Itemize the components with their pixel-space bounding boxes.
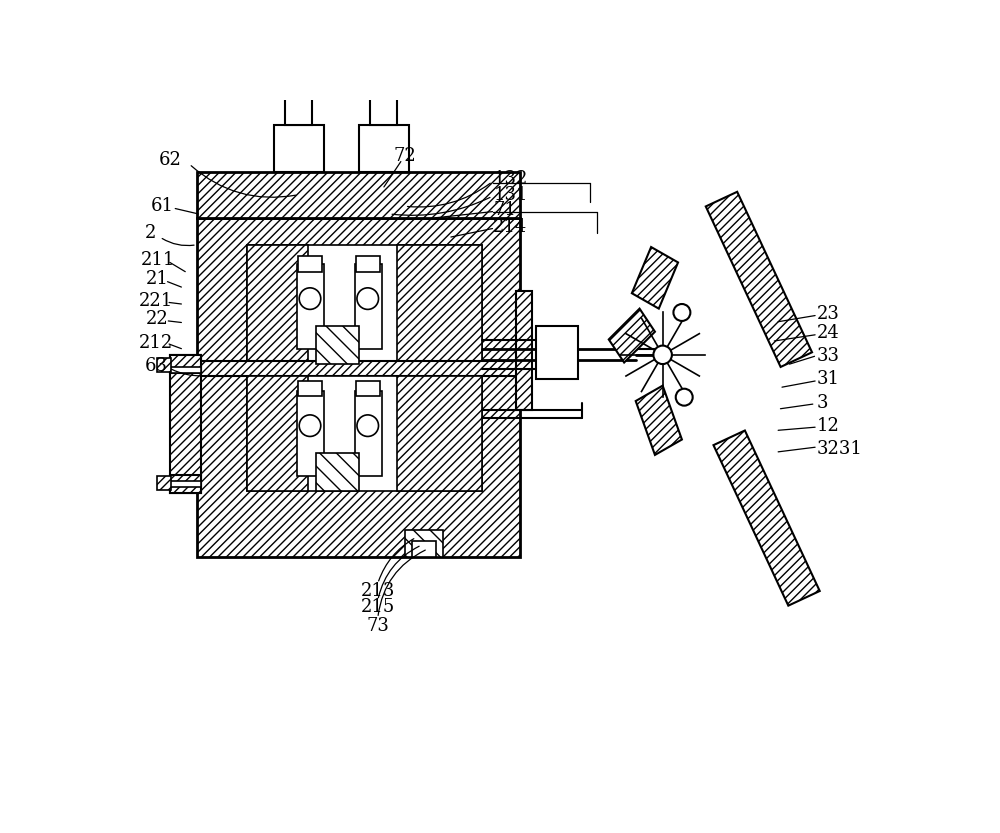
Bar xyxy=(157,476,171,491)
Polygon shape xyxy=(632,247,678,309)
Bar xyxy=(285,83,312,126)
Circle shape xyxy=(673,304,690,321)
Bar xyxy=(247,376,308,491)
Text: 22: 22 xyxy=(145,311,168,328)
Bar xyxy=(539,329,574,376)
Bar xyxy=(355,264,382,349)
Bar xyxy=(298,381,322,397)
Text: 73: 73 xyxy=(366,617,389,635)
Bar xyxy=(170,481,201,487)
Bar xyxy=(316,452,358,491)
Text: 3231: 3231 xyxy=(817,440,863,458)
Circle shape xyxy=(299,415,321,436)
Bar xyxy=(247,376,482,491)
Text: 63: 63 xyxy=(144,357,167,375)
Text: 211: 211 xyxy=(141,251,175,269)
Bar xyxy=(358,126,409,172)
Text: 24: 24 xyxy=(817,324,839,342)
Text: 33: 33 xyxy=(817,347,840,366)
Bar xyxy=(356,257,380,272)
Bar xyxy=(397,376,482,491)
Bar xyxy=(297,391,324,476)
Circle shape xyxy=(357,415,379,436)
Bar xyxy=(316,326,358,364)
Text: 12: 12 xyxy=(817,416,840,435)
Text: 72: 72 xyxy=(393,147,416,165)
Circle shape xyxy=(676,389,693,406)
Text: 31: 31 xyxy=(817,371,840,388)
Bar xyxy=(157,358,171,372)
Bar xyxy=(370,83,397,126)
Text: 214: 214 xyxy=(493,218,528,236)
Bar xyxy=(355,391,382,476)
Text: 221: 221 xyxy=(139,292,173,310)
Bar xyxy=(356,381,380,397)
Polygon shape xyxy=(609,309,655,362)
Text: 215: 215 xyxy=(361,597,395,616)
Text: 62: 62 xyxy=(158,151,181,169)
Circle shape xyxy=(357,288,379,309)
Text: 132: 132 xyxy=(493,170,528,188)
Bar xyxy=(298,257,322,272)
Bar xyxy=(247,245,482,364)
Polygon shape xyxy=(706,192,812,367)
Bar xyxy=(412,541,436,556)
Bar xyxy=(516,291,532,411)
Bar xyxy=(170,355,201,493)
Text: 213: 213 xyxy=(361,582,395,601)
Text: 3: 3 xyxy=(817,393,828,412)
Text: 61: 61 xyxy=(151,197,174,215)
Bar xyxy=(297,264,324,349)
Text: 23: 23 xyxy=(817,305,840,323)
Bar xyxy=(197,217,520,556)
Bar xyxy=(405,530,443,556)
Bar xyxy=(170,475,201,493)
Bar xyxy=(197,361,520,377)
Text: 131: 131 xyxy=(493,186,528,204)
Bar xyxy=(197,172,520,217)
Text: 2: 2 xyxy=(145,224,156,242)
Circle shape xyxy=(653,346,672,364)
Polygon shape xyxy=(713,431,820,606)
Text: 71: 71 xyxy=(493,201,516,219)
Text: 212: 212 xyxy=(139,333,173,352)
Bar xyxy=(170,355,201,373)
Circle shape xyxy=(299,288,321,309)
Bar xyxy=(397,245,482,364)
Bar xyxy=(170,367,201,373)
Polygon shape xyxy=(636,386,682,455)
Bar xyxy=(247,245,308,364)
Bar xyxy=(274,126,324,172)
Text: 21: 21 xyxy=(145,271,168,288)
Bar xyxy=(536,326,578,380)
